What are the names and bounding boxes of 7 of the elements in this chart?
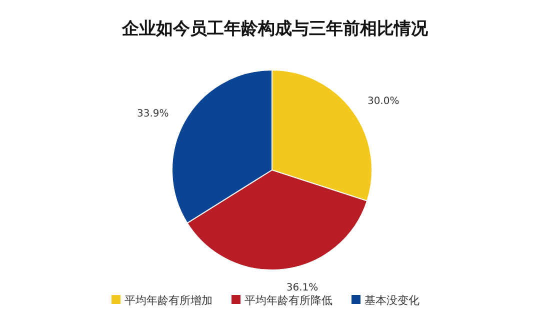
data-label: 30.0% xyxy=(367,96,400,108)
chart-title: 企业如今员工年龄构成与三年前相比情况 xyxy=(121,19,429,39)
data-label: 33.9% xyxy=(136,108,169,120)
legend-label: 平均年龄有所降低 xyxy=(244,294,332,307)
data-label: 36.1% xyxy=(286,282,318,294)
legend-label: 平均年龄有所增加 xyxy=(124,294,212,307)
legend-label: 基本没变化 xyxy=(364,294,420,307)
